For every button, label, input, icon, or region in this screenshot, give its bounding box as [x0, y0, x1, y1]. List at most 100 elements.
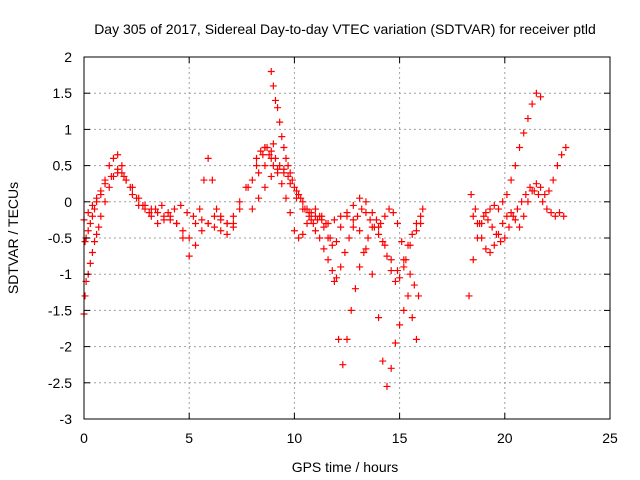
data-point	[507, 209, 515, 217]
data-point	[558, 151, 566, 159]
data-point	[337, 223, 345, 231]
data-point	[408, 314, 416, 322]
series-b4	[253, 144, 425, 275]
data-point	[490, 201, 498, 209]
data-point	[253, 154, 261, 162]
data-point	[375, 314, 383, 322]
data-point	[154, 220, 162, 228]
series-b3	[248, 165, 420, 390]
data-point	[562, 144, 570, 151]
data-point	[473, 220, 481, 228]
data-point	[154, 209, 162, 217]
data-point	[368, 270, 376, 278]
data-point	[503, 191, 511, 199]
data-point	[122, 176, 130, 184]
data-point	[393, 220, 401, 228]
data-point	[105, 162, 113, 170]
data-point	[173, 220, 181, 228]
data-point	[419, 205, 427, 213]
data-point	[210, 212, 218, 220]
data-point	[261, 183, 269, 191]
data-point	[511, 216, 519, 224]
data-point	[341, 248, 349, 256]
data-point	[307, 209, 315, 217]
data-point	[223, 230, 231, 238]
data-point	[208, 176, 216, 184]
data-point	[288, 176, 296, 184]
data-point	[160, 216, 168, 224]
data-point	[349, 216, 357, 224]
data-point	[497, 238, 505, 246]
data-point	[381, 212, 389, 220]
data-point	[556, 209, 564, 217]
data-point	[118, 162, 126, 170]
x-tick-label: 0	[80, 430, 88, 446]
data-point	[494, 205, 502, 213]
data-point	[391, 277, 399, 285]
data-point	[387, 256, 395, 264]
data-point	[179, 227, 187, 235]
data-point	[311, 227, 319, 235]
data-point	[478, 234, 486, 242]
data-point	[217, 227, 225, 235]
data-point	[417, 212, 425, 220]
data-point	[267, 147, 275, 155]
data-point	[379, 357, 387, 365]
y-axis-label: SDTVAR / TECUs	[5, 182, 21, 294]
data-point	[368, 223, 376, 231]
data-point	[482, 209, 490, 217]
data-point	[332, 238, 340, 246]
data-point	[236, 205, 244, 213]
data-point	[324, 220, 332, 228]
data-point	[488, 223, 496, 231]
data-point	[391, 339, 399, 347]
data-point	[537, 93, 545, 101]
y-tick-label: -1	[60, 266, 73, 282]
data-point	[255, 169, 263, 177]
data-point	[213, 205, 221, 213]
data-point	[93, 230, 101, 238]
data-point	[486, 248, 494, 256]
data-point	[387, 364, 395, 372]
data-point	[192, 241, 200, 249]
data-point	[269, 82, 277, 90]
data-point	[337, 263, 345, 271]
data-point	[362, 198, 370, 206]
data-point	[541, 191, 549, 199]
data-point	[101, 198, 109, 206]
data-point	[379, 238, 387, 246]
data-point	[316, 234, 324, 242]
data-point	[248, 176, 256, 184]
data-point	[299, 230, 307, 238]
data-point	[524, 198, 532, 206]
data-point	[185, 234, 193, 242]
data-point	[356, 263, 364, 271]
data-point	[248, 205, 256, 213]
data-point	[518, 198, 526, 206]
data-point	[547, 209, 555, 217]
data-point	[259, 151, 267, 159]
data-point	[499, 220, 507, 228]
data-point	[196, 205, 204, 213]
data-point	[158, 201, 166, 209]
y-tick-label: -2	[60, 339, 73, 355]
data-point	[284, 162, 292, 170]
data-point	[513, 205, 521, 213]
data-point	[152, 205, 160, 213]
data-point	[271, 154, 279, 162]
y-tick-label: 1.5	[53, 85, 73, 101]
data-point	[295, 234, 303, 242]
data-point	[335, 335, 343, 343]
data-point	[316, 212, 324, 220]
x-tick-label: 15	[392, 430, 408, 446]
data-point	[516, 223, 524, 231]
data-point	[343, 335, 351, 343]
data-point	[528, 187, 536, 195]
data-point	[91, 238, 99, 246]
data-point	[185, 252, 193, 260]
data-point	[267, 172, 275, 180]
data-point	[337, 212, 345, 220]
data-point	[528, 100, 536, 108]
data-point	[200, 176, 208, 184]
data-point	[229, 212, 237, 220]
